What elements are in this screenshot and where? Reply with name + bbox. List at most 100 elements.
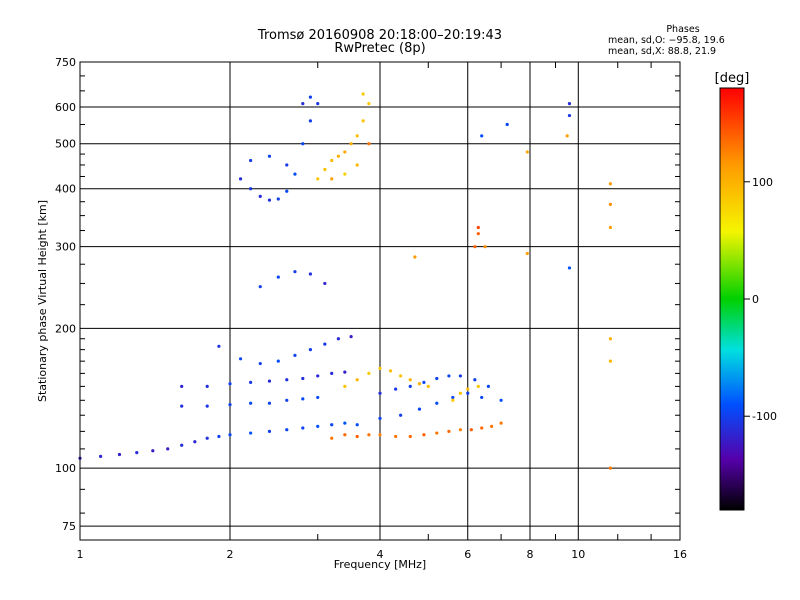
o-mode-point [117,452,122,457]
o-mode-point [180,443,184,447]
x-mode-point [399,374,403,378]
o-mode-point [316,374,320,378]
phases-x-stats: mean, sd,X: 88.8, 21.9 [608,46,717,57]
x-mode-point [608,202,613,207]
o-mode-point [249,380,253,384]
o-mode-point [451,395,455,400]
o-mode-point [249,187,253,191]
o-mode-point [505,122,509,127]
x-mode-point [525,251,529,256]
o-mode-point [238,177,243,181]
o-mode-point [486,384,490,388]
o-mode-point [330,371,334,375]
o-mode-point [308,95,313,99]
x-tick-label: 10 [571,548,585,561]
y-tick-label: 200 [55,322,76,335]
colorbar-tick-label: 0 [752,293,759,306]
x-mode-point [349,142,353,146]
x-mode-point [316,177,320,181]
x-mode-point [476,225,480,230]
o-mode-point [205,436,209,440]
o-mode-point [323,342,327,346]
x-mode-point [367,142,371,146]
o-mode-point [205,404,209,408]
o-mode-point [258,285,262,289]
x-tick-label: 2 [227,548,234,561]
x-mode-point [417,382,422,386]
o-mode-point [301,102,305,106]
x-mode-point [525,150,529,154]
o-mode-point [180,384,184,388]
x-mode-point [451,398,455,402]
o-mode-point [343,370,347,374]
o-mode-point [308,272,313,276]
o-mode-point [99,454,103,458]
x-mode-point [483,245,487,249]
o-mode-point [473,378,477,382]
x-mode-point [565,134,569,138]
x-tick-label: 6 [464,548,471,561]
chart-subtitle: RwPretec (8p) [334,41,426,56]
o-mode-point [480,134,484,138]
o-mode-point [435,401,439,405]
o-mode-point [301,376,305,381]
o-mode-point [285,428,289,432]
y-tick-label: 100 [55,462,76,475]
o-mode-point [249,401,253,405]
x-axis-label: Frequency [MHz] [334,558,426,571]
o-mode-point [394,387,398,391]
x-mode-point [343,384,347,388]
o-mode-point [378,391,382,395]
o-mode-point [301,426,305,430]
o-mode-point [301,142,305,146]
o-mode-point [447,374,451,378]
o-mode-point [323,281,327,286]
o-mode-point [228,433,232,437]
o-mode-point [316,102,320,106]
x-mode-point [367,433,371,437]
o-mode-point [217,344,221,348]
y-tick-label: 500 [55,138,76,151]
o-mode-point [267,198,272,202]
x-mode-point [608,182,613,186]
x-tick-label: 16 [673,548,687,561]
x-mode-point [458,428,463,432]
o-mode-point [249,158,253,163]
x-mode-point [367,102,371,106]
phase-stats: Phases mean, sd,O: −95.8, 19.6 mean, sd,… [608,24,758,57]
o-mode-point [316,424,320,428]
o-mode-point [217,434,221,439]
x-mode-point [408,378,412,382]
o-mode-point [301,397,305,401]
x-tick-label: 8 [527,548,534,561]
o-mode-point [205,384,209,388]
x-mode-point [413,255,417,259]
o-mode-point [166,447,170,451]
x-mode-point [490,424,494,428]
x-mode-point [608,466,613,470]
grid-lines [80,61,680,540]
x-mode-point [378,366,382,371]
y-tick-label: 600 [55,101,76,114]
x-mode-point [355,378,359,382]
o-mode-point [267,429,272,433]
o-mode-point [308,348,313,352]
o-mode-point [408,384,412,388]
o-mode-point [267,401,272,405]
x-mode-point [499,421,503,425]
o-mode-point [293,172,297,176]
o-mode-point [316,395,320,400]
o-mode-point [285,163,289,167]
o-mode-point [180,404,184,408]
o-mode-point [249,431,253,435]
x-mode-point [466,387,470,391]
x-mode-point [355,434,359,439]
o-mode-point [285,189,289,193]
y-tick-label: 400 [55,183,76,196]
x-mode-point [336,154,340,158]
x-mode-point [394,434,398,439]
o-mode-point [466,391,470,395]
x-mode-point [608,359,613,363]
x-mode-point [378,433,382,437]
